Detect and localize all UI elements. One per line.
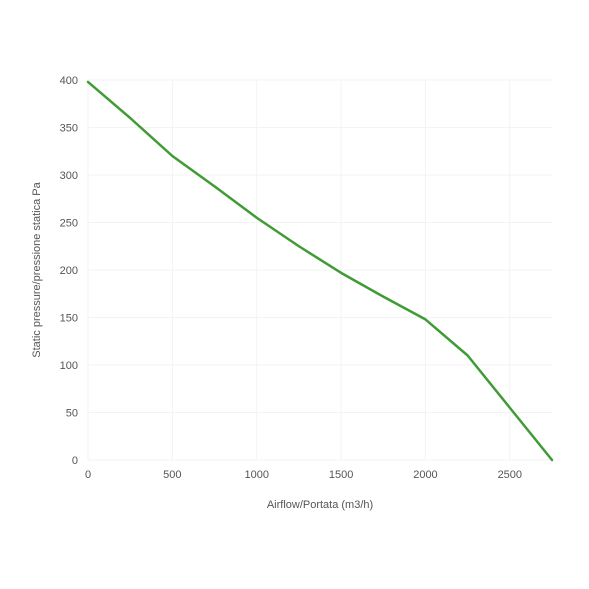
x-tick-label: 2500 <box>498 469 522 481</box>
x-tick-label: 1000 <box>244 469 268 481</box>
y-tick-label: 0 <box>72 455 78 467</box>
y-axis-label: Static pressure/pressione statica Pa <box>31 181 43 357</box>
y-tick-label: 250 <box>60 218 78 230</box>
fan-curve-chart: 0 500 1000 1500 2000 2500 0 50 100 150 200 250 300 35… <box>0 0 589 589</box>
x-tick-label: 500 <box>163 469 181 481</box>
y-tick-label: 400 <box>60 75 78 87</box>
y-tick-label: 150 <box>60 313 78 325</box>
chart-svg: 0 500 1000 1500 2000 2500 0 50 100 150 200 250 300 35… <box>0 0 589 589</box>
x-axis-label: Airflow/Portata (m3/h) <box>267 499 373 511</box>
x-tick-label: 2000 <box>413 469 437 481</box>
y-tick-label: 50 <box>66 408 78 420</box>
y-tick-label: 350 <box>60 123 78 135</box>
y-tick-label: 200 <box>60 265 78 277</box>
x-tick-label: 0 <box>85 469 91 481</box>
y-tick-label: 100 <box>60 360 78 372</box>
x-tick-label: 1500 <box>329 469 353 481</box>
y-tick-label: 300 <box>60 170 78 182</box>
